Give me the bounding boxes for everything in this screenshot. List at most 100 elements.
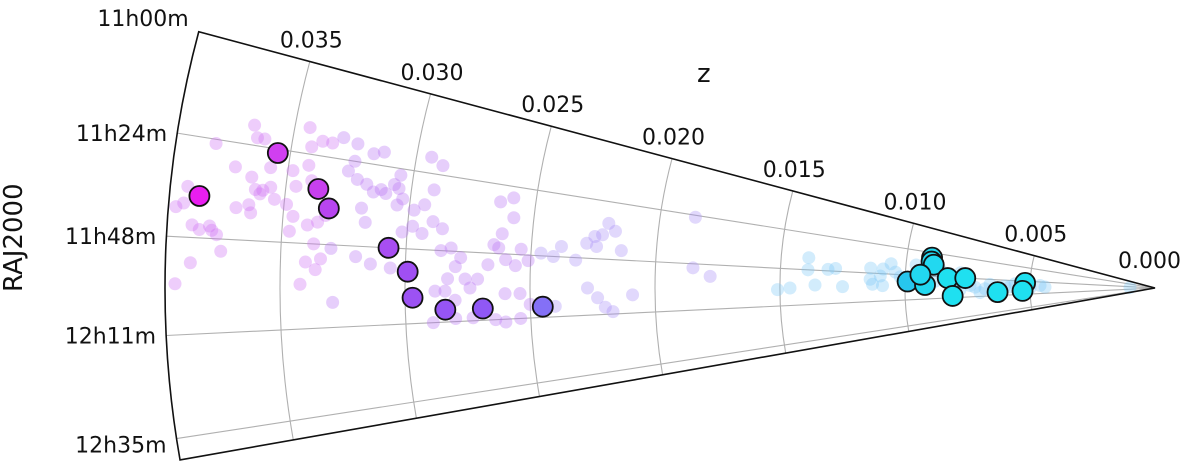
angular-tick-label: 11h24m <box>76 122 167 147</box>
data-point-faint <box>444 241 458 255</box>
data-point-highlighted <box>188 185 211 207</box>
data-point-faint <box>209 136 223 150</box>
data-point-faint <box>876 262 890 276</box>
data-point-faint <box>808 278 822 292</box>
data-point-faint <box>507 191 521 205</box>
data-point-faint <box>253 187 267 201</box>
data-point-faint <box>337 131 351 145</box>
angular-grid-line <box>176 287 1156 440</box>
data-point-faint <box>602 216 616 230</box>
data-point-faint <box>396 192 410 206</box>
data-point-faint <box>513 287 527 301</box>
data-point-faint <box>425 150 439 164</box>
data-point-faint <box>341 164 355 178</box>
data-point-faint <box>494 195 508 209</box>
data-point-faint <box>363 257 377 271</box>
data-point-faint <box>703 269 717 283</box>
data-point-faint <box>205 223 219 237</box>
data-point-faint <box>441 272 455 286</box>
data-point-faint <box>203 219 217 233</box>
data-point-faint <box>214 244 228 258</box>
data-point-faint <box>293 277 307 291</box>
data-point-faint <box>264 161 278 175</box>
data-point-faint <box>302 158 316 172</box>
data-point-faint <box>863 272 877 286</box>
data-point-faint <box>1038 280 1052 294</box>
data-point-faint <box>355 201 369 215</box>
data-point-faint <box>210 228 224 242</box>
data-point-faint <box>802 251 816 265</box>
data-point-faint <box>407 203 421 217</box>
radial-tick-label: 0.030 <box>401 61 464 86</box>
data-point-highlighted <box>531 295 554 318</box>
data-point-faint <box>821 262 835 276</box>
data-point-faint <box>314 252 328 266</box>
highlighted-points <box>188 142 1037 321</box>
data-point-faint <box>546 249 560 263</box>
data-point-faint <box>358 215 372 229</box>
data-point-faint <box>866 277 880 291</box>
data-point-faint <box>192 223 206 237</box>
angular-tick-label: 11h48m <box>65 225 156 250</box>
data-point-faint <box>390 198 404 212</box>
data-point-faint <box>492 241 506 255</box>
radial-tick-label: 0.010 <box>884 190 947 215</box>
data-point-faint <box>428 284 442 298</box>
data-point-faint <box>686 261 700 275</box>
data-point-highlighted <box>396 260 419 283</box>
data-point-faint <box>350 172 364 186</box>
data-point-faint <box>388 178 402 192</box>
data-point-faint <box>418 198 432 212</box>
data-point-faint <box>626 288 640 302</box>
data-point-faint <box>521 254 535 268</box>
data-point-highlighted <box>307 178 330 200</box>
data-point-faint <box>884 257 898 271</box>
data-point-faint <box>783 281 797 295</box>
data-point-faint <box>688 210 702 224</box>
data-point-highlighted <box>954 267 977 289</box>
data-point-faint <box>598 300 612 314</box>
data-point-faint <box>499 253 513 267</box>
data-point-highlighted <box>986 281 1009 304</box>
data-point-highlighted <box>941 285 964 307</box>
data-point-faint <box>267 192 281 206</box>
data-point-faint <box>580 236 594 250</box>
data-point-faint <box>394 168 408 182</box>
data-point-faint <box>282 224 296 238</box>
angular-grid-line <box>166 235 1156 289</box>
data-point-faint <box>307 237 321 251</box>
data-point-faint <box>438 284 452 298</box>
data-point-faint <box>471 272 485 286</box>
angular-tick-label: 12h35m <box>75 434 166 459</box>
data-point-faint <box>366 185 380 199</box>
data-point-faint <box>300 218 314 232</box>
grid-lines <box>166 61 1156 441</box>
data-point-faint <box>495 227 509 241</box>
data-point-faint <box>864 261 878 275</box>
data-point-faint <box>514 311 528 325</box>
data-point-faint <box>454 251 468 265</box>
data-point-faint <box>608 224 622 238</box>
data-point-highlighted <box>1011 279 1034 302</box>
data-point-faint <box>298 255 312 269</box>
radial-tick-labels: 0.000 0.005 0.010 0.015 0.020 0.025 0.030 0.035 <box>280 29 1181 274</box>
data-point-faint <box>248 182 262 196</box>
data-point-faint <box>606 305 620 319</box>
data-point-faint <box>836 280 850 294</box>
data-point-highlighted <box>471 297 494 320</box>
angular-tick-labels: 11h00m 11h24m 11h48m 12h11m 12h35m <box>65 7 189 459</box>
radial-tick-label: 0.035 <box>280 29 343 54</box>
data-point-faint <box>392 181 406 195</box>
data-point-faint <box>177 196 191 210</box>
data-point-faint <box>286 209 300 223</box>
data-point-faint <box>169 200 183 214</box>
radial-tick-label: 0.025 <box>521 93 584 118</box>
data-point-faint <box>326 136 340 150</box>
data-point-faint <box>426 215 440 229</box>
data-point-faint <box>406 219 420 233</box>
data-point-faint <box>351 137 365 151</box>
radial-grid-arc <box>279 61 311 441</box>
data-point-faint <box>289 179 303 193</box>
data-point-faint <box>303 121 317 135</box>
